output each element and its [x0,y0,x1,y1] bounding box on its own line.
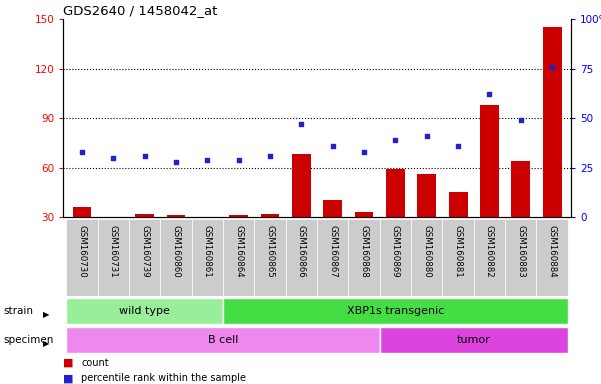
Bar [411,219,442,296]
Point [203,157,212,163]
Text: GSM160730: GSM160730 [78,225,87,278]
Point [359,149,369,155]
Text: ▶: ▶ [43,339,50,348]
Text: GSM160882: GSM160882 [485,225,494,278]
Point [77,149,87,155]
Bar [135,214,154,217]
Bar [474,219,505,296]
Point [265,152,275,159]
Text: GDS2640 / 1458042_at: GDS2640 / 1458042_at [63,3,218,17]
Text: ■: ■ [63,373,73,383]
Bar [66,327,380,353]
Bar [66,219,97,296]
Bar [317,219,349,296]
Text: GSM160884: GSM160884 [548,225,557,278]
Text: GSM160881: GSM160881 [454,225,463,278]
Text: GSM160860: GSM160860 [171,225,180,278]
Bar [129,219,160,296]
Bar [380,219,411,296]
Point [328,143,338,149]
Bar [505,219,537,296]
Text: GSM160731: GSM160731 [109,225,118,278]
Bar [537,219,568,296]
Text: GSM160866: GSM160866 [297,225,306,278]
Text: GSM160880: GSM160880 [423,225,432,278]
Text: specimen: specimen [3,335,53,345]
Bar [292,154,311,217]
Text: GSM160883: GSM160883 [516,225,525,278]
Bar [349,219,380,296]
Bar [73,207,91,217]
Bar [66,298,223,324]
Point [548,64,557,70]
Point [516,117,526,123]
Bar [166,215,185,217]
Point [422,133,432,139]
Text: GSM160868: GSM160868 [359,225,368,278]
Bar [386,169,405,217]
Bar [192,219,223,296]
Bar [543,27,561,217]
Text: ■: ■ [63,358,73,368]
Text: count: count [81,358,109,368]
Text: B cell: B cell [208,335,238,345]
Bar [442,219,474,296]
Bar [417,174,436,217]
Text: percentile rank within the sample: percentile rank within the sample [81,373,246,383]
Text: GSM160865: GSM160865 [266,225,275,278]
Point [108,155,118,161]
Bar [285,219,317,296]
Text: GSM160869: GSM160869 [391,225,400,278]
Text: GSM160867: GSM160867 [328,225,337,278]
Bar [261,214,279,217]
Bar [355,212,373,217]
Point [140,152,150,159]
Text: wild type: wild type [119,306,170,316]
Bar [254,219,285,296]
Bar [380,327,568,353]
Text: strain: strain [3,306,33,316]
Bar [449,192,468,217]
Bar [323,200,342,217]
Point [234,157,243,163]
Text: GSM160739: GSM160739 [140,225,149,278]
Text: XBP1s transgenic: XBP1s transgenic [347,306,444,316]
Point [171,159,181,165]
Bar [480,105,499,217]
Bar [223,298,568,324]
Point [391,137,400,143]
Bar [223,219,254,296]
Point [453,143,463,149]
Text: GSM160861: GSM160861 [203,225,212,278]
Text: tumor: tumor [457,335,490,345]
Bar [229,215,248,217]
Bar [104,217,123,218]
Bar [511,161,530,217]
Text: ▶: ▶ [43,310,50,319]
Bar [160,219,192,296]
Bar [97,219,129,296]
Text: GSM160864: GSM160864 [234,225,243,278]
Point [296,121,306,127]
Point [484,91,494,98]
